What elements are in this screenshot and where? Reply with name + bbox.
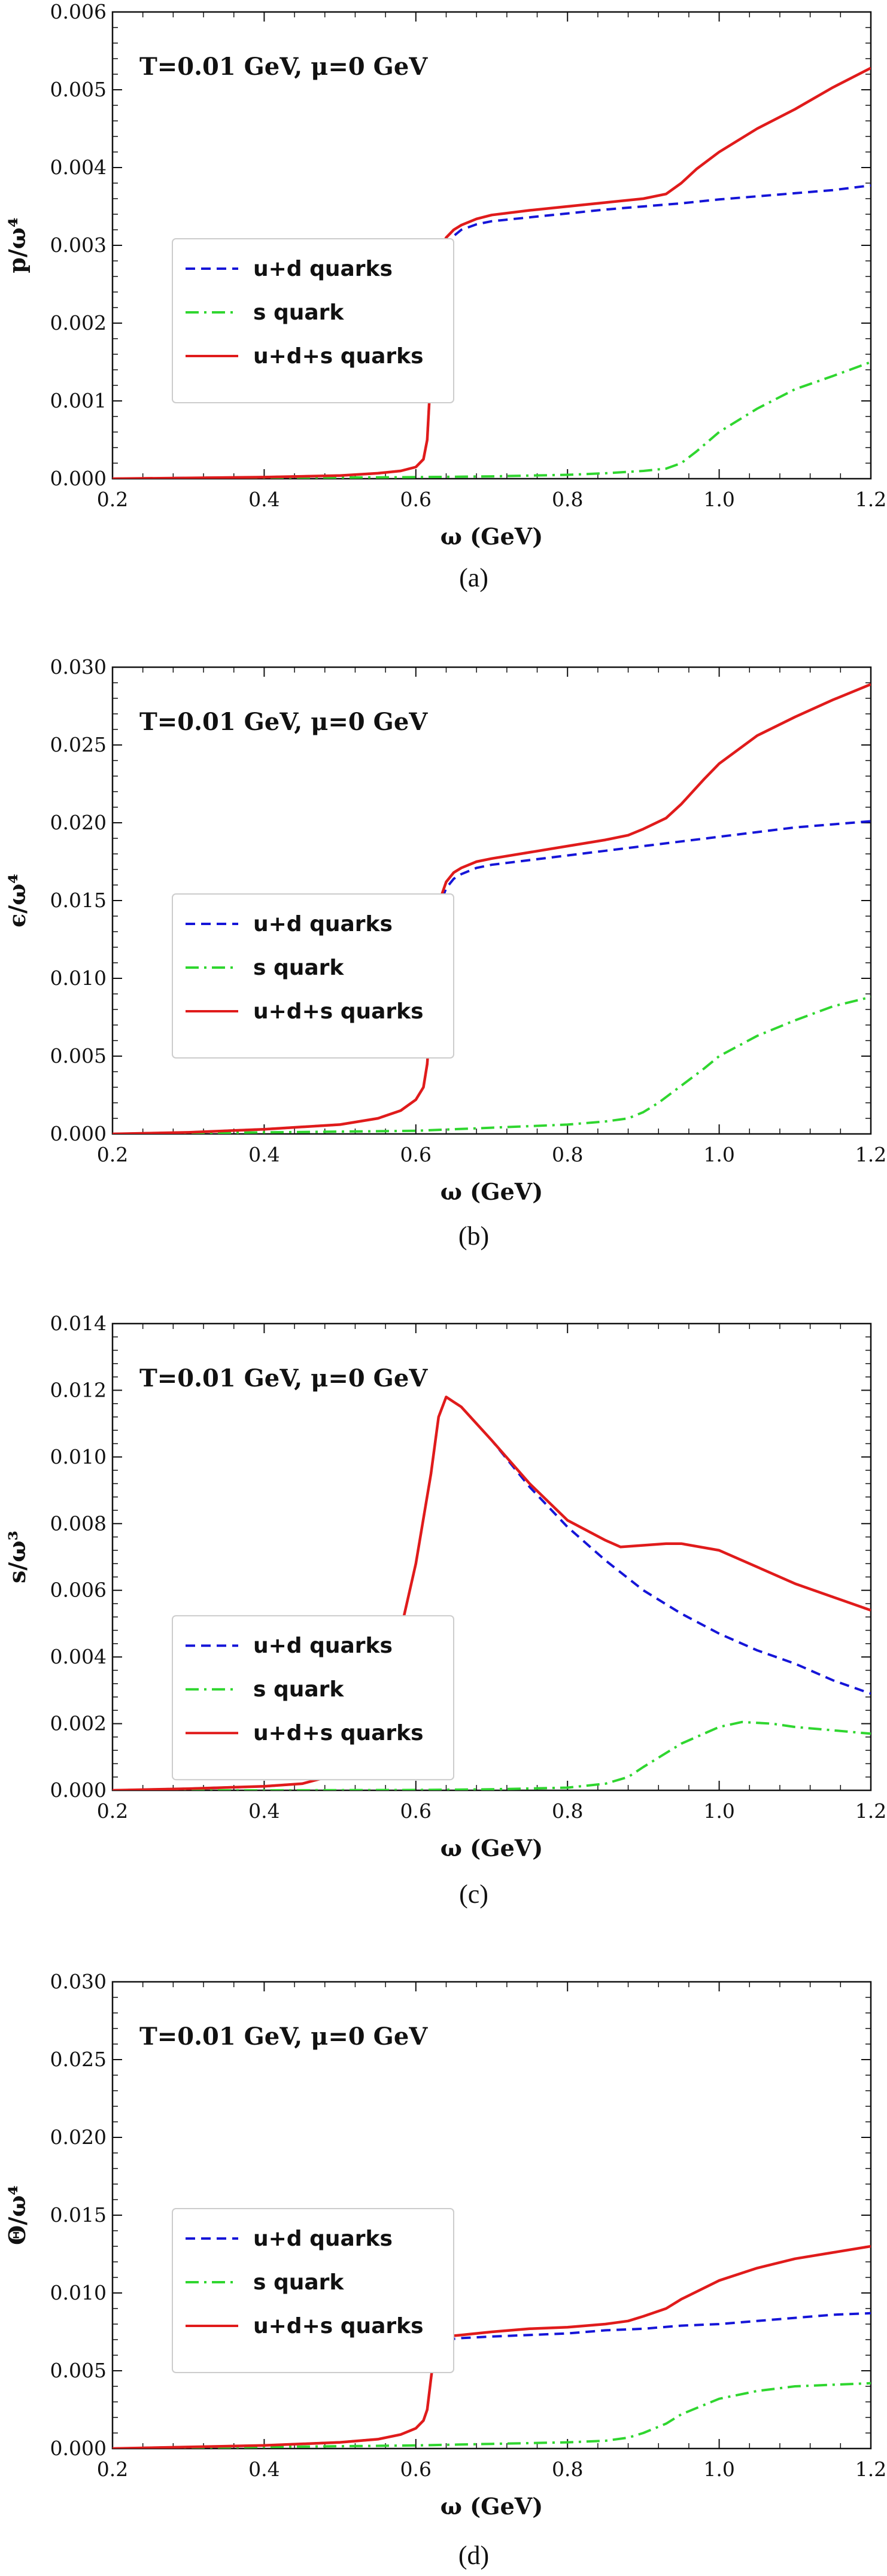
y-tick-label: 0.004 <box>50 1645 107 1668</box>
x-tick-label: 0.2 <box>97 488 128 511</box>
x-tick-label: 1.0 <box>703 1143 734 1166</box>
y-tick-label: 0.005 <box>50 1044 107 1067</box>
y-tick-label: 0.000 <box>50 467 107 490</box>
y-axis-label: s/ω³ <box>4 1531 31 1583</box>
legend-label: u+d quarks <box>253 2227 393 2251</box>
y-tick-label: 0.008 <box>50 1511 107 1535</box>
chart-panel-1: 0.2 0.4 0.6 0.8 1.0 1.2 0.000 0.001 0.002 0.003 0.… <box>4 0 886 592</box>
y-tick-label: 0.012 <box>50 1378 107 1401</box>
y-tick-label: 0.010 <box>50 2281 107 2304</box>
legend-label: s quark <box>253 2270 344 2295</box>
x-tick-label: 0.4 <box>248 2458 280 2481</box>
legend-label: u+d+s quarks <box>253 999 424 1024</box>
chart-annotation: T=0.01 GeV, μ=0 GeV <box>139 708 428 736</box>
y-tick-label: 0.006 <box>50 0 107 23</box>
y-tick-label: 0.015 <box>50 889 107 912</box>
legend-label: s quark <box>253 1677 344 1702</box>
x-tick-label: 0.2 <box>97 1143 128 1166</box>
y-tick-label: 0.006 <box>50 1579 107 1602</box>
y-axis-label: p/ω⁴ <box>4 217 31 273</box>
y-tick-label: 0.005 <box>50 78 107 101</box>
x-tick-label: 0.6 <box>400 2458 432 2481</box>
x-tick-label: 0.2 <box>97 2458 128 2481</box>
x-axis-label: ω (GeV) <box>441 2493 543 2520</box>
x-tick-label: 1.0 <box>703 488 734 511</box>
legend-label: s quark <box>253 956 344 980</box>
y-tick-label: 0.030 <box>50 1970 107 1993</box>
legend-label: u+d+s quarks <box>253 344 424 369</box>
x-tick-label: 0.6 <box>400 1143 432 1166</box>
y-tick-label: 0.005 <box>50 2359 107 2382</box>
y-tick-label: 0.010 <box>50 1445 107 1468</box>
x-tick-label: 1.0 <box>703 1799 734 1823</box>
series-line-3 <box>113 66 871 479</box>
x-tick-label: 0.6 <box>400 488 432 511</box>
legend-box <box>172 1615 454 1781</box>
legend-label: u+d quarks <box>253 1634 393 1658</box>
y-axis-label: ϵ/ω⁴ <box>4 874 31 927</box>
series-line-1 <box>113 820 871 1134</box>
panel-caption: (c) <box>459 1879 488 1909</box>
panel-caption: (d) <box>458 2541 489 2570</box>
x-tick-label: 1.2 <box>855 2458 886 2481</box>
y-tick-label: 0.001 <box>50 389 107 412</box>
y-tick-label: 0.002 <box>50 311 107 334</box>
x-tick-label: 0.8 <box>552 488 583 511</box>
series-line-2 <box>113 1720 871 1790</box>
series-line-2 <box>113 2382 871 2449</box>
y-tick-label: 0.002 <box>50 1712 107 1735</box>
x-tick-label: 0.6 <box>400 1799 432 1823</box>
x-tick-label: 1.2 <box>855 1143 886 1166</box>
x-tick-label: 1.0 <box>703 2458 734 2481</box>
y-tick-label: 0.000 <box>50 1122 107 1145</box>
x-tick-label: 0.8 <box>552 1143 583 1166</box>
legend-label: u+d quarks <box>253 912 393 936</box>
y-tick-label: 0.014 <box>50 1312 107 1335</box>
legend-label: u+d+s quarks <box>253 1721 424 1745</box>
series-line-3 <box>113 683 871 1134</box>
y-tick-label: 0.003 <box>50 233 107 257</box>
x-axis-label: ω (GeV) <box>441 1178 543 1205</box>
y-tick-label: 0.025 <box>50 2048 107 2071</box>
x-axis-label: ω (GeV) <box>441 1835 543 1862</box>
y-tick-label: 0.004 <box>50 156 107 179</box>
x-tick-label: 0.4 <box>248 488 280 511</box>
panel-caption: (a) <box>459 563 488 592</box>
series-line-3 <box>113 2245 871 2449</box>
panel-caption: (b) <box>458 1221 489 1251</box>
y-tick-label: 0.030 <box>50 655 107 679</box>
y-tick-label: 0.000 <box>50 1778 107 1802</box>
x-tick-label: 0.2 <box>97 1799 128 1823</box>
y-tick-label: 0.020 <box>50 2125 107 2149</box>
chart-annotation: T=0.01 GeV, μ=0 GeV <box>139 2023 428 2051</box>
chart-panel-3: 0.2 0.4 0.6 0.8 1.0 1.2 0.000 0.002 0.004 0.006 0.… <box>4 1312 886 1909</box>
x-tick-label: 1.2 <box>855 488 886 511</box>
x-tick-label: 0.8 <box>552 2458 583 2481</box>
series-line-2 <box>113 361 871 479</box>
legend-box <box>172 893 454 1059</box>
legend-label: u+d+s quarks <box>253 2314 424 2338</box>
y-tick-label: 0.015 <box>50 2203 107 2227</box>
chart-annotation: T=0.01 GeV, μ=0 GeV <box>139 1364 428 1392</box>
y-tick-label: 0.010 <box>50 966 107 990</box>
y-tick-label: 0.000 <box>50 2437 107 2460</box>
y-axis-label: Θ/ω⁴ <box>4 2185 31 2245</box>
legend-box <box>172 2208 454 2373</box>
x-tick-label: 0.4 <box>248 1143 280 1166</box>
legend-box <box>172 238 454 403</box>
chart-panel-4: 0.2 0.4 0.6 0.8 1.0 1.2 0.000 0.005 0.010 0.015 0.… <box>4 1970 886 2570</box>
series-line-2 <box>113 996 871 1134</box>
x-tick-label: 1.2 <box>855 1799 886 1823</box>
chart-annotation: T=0.01 GeV, μ=0 GeV <box>139 53 428 81</box>
legend-label: u+d quarks <box>253 257 393 281</box>
y-tick-label: 0.025 <box>50 733 107 756</box>
chart-panel-2: 0.2 0.4 0.6 0.8 1.0 1.2 0.000 0.005 0.010 0.015 0.… <box>4 655 886 1251</box>
x-tick-label: 0.8 <box>552 1799 583 1823</box>
legend-label: s quark <box>253 300 344 325</box>
y-tick-label: 0.020 <box>50 811 107 834</box>
x-axis-label: ω (GeV) <box>441 523 543 550</box>
x-tick-label: 0.4 <box>248 1799 280 1823</box>
